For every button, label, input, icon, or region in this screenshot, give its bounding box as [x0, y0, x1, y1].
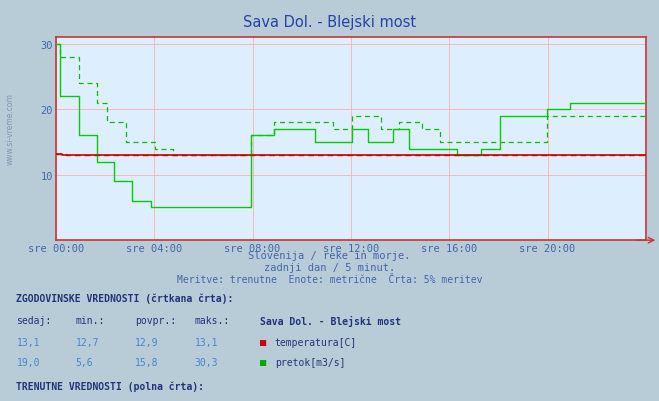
Text: zadnji dan / 5 minut.: zadnji dan / 5 minut. — [264, 263, 395, 273]
Text: maks.:: maks.: — [194, 315, 229, 325]
Text: 13,1: 13,1 — [16, 337, 40, 347]
Text: ■: ■ — [260, 357, 266, 367]
Text: ■: ■ — [260, 337, 266, 347]
Text: 5,6: 5,6 — [76, 357, 94, 367]
Text: pretok[m3/s]: pretok[m3/s] — [275, 357, 345, 367]
Text: 19,0: 19,0 — [16, 357, 40, 367]
Text: 12,9: 12,9 — [135, 337, 159, 347]
Text: Sava Dol. - Blejski most: Sava Dol. - Blejski most — [243, 15, 416, 30]
Text: sedaj:: sedaj: — [16, 315, 51, 325]
Text: TRENUTNE VREDNOSTI (polna črta):: TRENUTNE VREDNOSTI (polna črta): — [16, 380, 204, 391]
Text: Slovenija / reke in morje.: Slovenija / reke in morje. — [248, 251, 411, 261]
Text: min.:: min.: — [76, 315, 105, 325]
Text: www.si-vreme.com: www.si-vreme.com — [5, 93, 14, 164]
Text: 12,7: 12,7 — [76, 337, 100, 347]
Text: 30,3: 30,3 — [194, 357, 218, 367]
Text: Sava Dol. - Blejski most: Sava Dol. - Blejski most — [260, 315, 401, 326]
Text: temperatura[C]: temperatura[C] — [275, 337, 357, 347]
Text: ZGODOVINSKE VREDNOSTI (črtkana črta):: ZGODOVINSKE VREDNOSTI (črtkana črta): — [16, 293, 234, 303]
Text: povpr.:: povpr.: — [135, 315, 176, 325]
Text: 13,1: 13,1 — [194, 337, 218, 347]
Text: 15,8: 15,8 — [135, 357, 159, 367]
Text: Meritve: trenutne  Enote: metrične  Črta: 5% meritev: Meritve: trenutne Enote: metrične Črta: … — [177, 275, 482, 285]
